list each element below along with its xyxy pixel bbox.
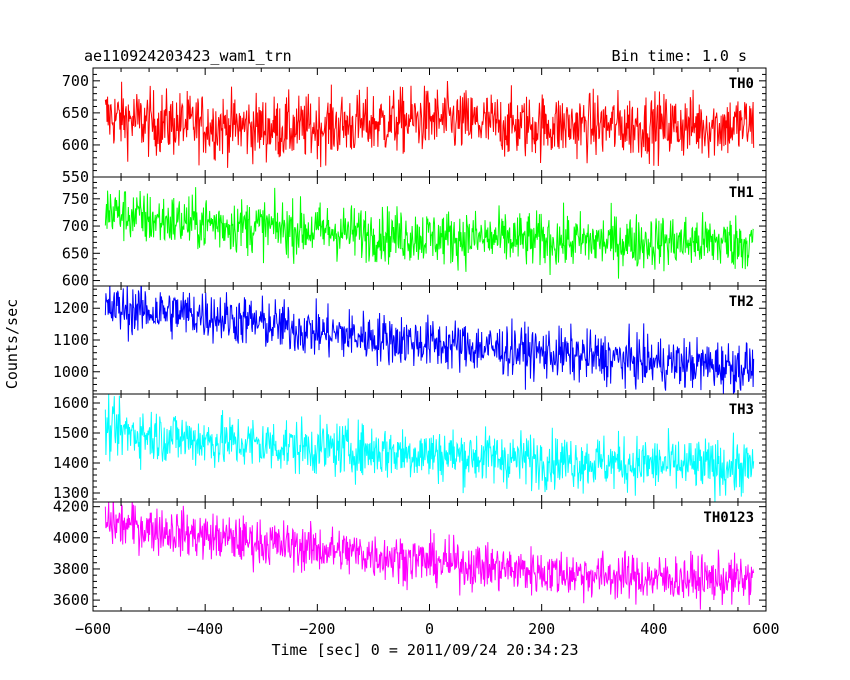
x-tick-label: −600 (75, 620, 111, 638)
y-tick-label: 600 (62, 272, 89, 290)
y-tick-label: 600 (62, 136, 89, 154)
x-tick-labels: −600 −400 −200 0 200 400 600 (75, 620, 780, 638)
y-axis-label: Counts/sec (3, 299, 21, 389)
series-label-th0: TH0 (729, 76, 754, 92)
chart-title: ae110924203423_wam1_trn (84, 47, 292, 65)
y-tick-label: 3800 (53, 560, 89, 578)
series-th0-line (104, 81, 755, 168)
panel-th1: 600 650 700 750 TH1 (62, 176, 767, 290)
y-tick-label: 650 (62, 244, 89, 262)
bin-time-label: Bin time: 1.0 s (612, 47, 747, 65)
y-tick-label: 1300 (53, 484, 89, 502)
y-tick-label: 1100 (53, 331, 89, 349)
x-axis-label: Time [sec] 0 = 2011/09/24 20:34:23 (271, 641, 578, 659)
series-label-th1: TH1 (729, 185, 754, 201)
x-tick-label: −200 (299, 620, 335, 638)
series-th0123-line (104, 502, 755, 610)
y-tick-label: 1200 (53, 299, 89, 317)
y-tick-label: 1400 (53, 454, 89, 472)
panels-group: 550 600 650 700 TH0 600 650 700 750 TH1 1000 1100 12… (53, 67, 767, 612)
x-tick-label: 400 (640, 620, 667, 638)
x-tick-label: 600 (752, 620, 779, 638)
series-label-th3: TH3 (729, 402, 754, 418)
panel-th0: 550 600 650 700 TH0 (62, 67, 767, 186)
x-tick-label: 200 (528, 620, 555, 638)
y-tick-label: 550 (62, 168, 89, 186)
y-tick-label: 700 (62, 217, 89, 235)
y-tick-label: 650 (62, 104, 89, 122)
series-th2-line (104, 286, 755, 394)
x-tick-label: 0 (425, 620, 434, 638)
x-tick-label: −400 (187, 620, 223, 638)
panel-th3: 1300 1400 1500 1600 TH3 (53, 393, 767, 503)
panel-th0123: 3600 3800 4000 4200 TH0123 (53, 498, 767, 612)
y-tick-label: 1600 (53, 394, 89, 412)
y-tick-label: 700 (62, 72, 89, 90)
series-th3-line (104, 394, 755, 502)
panel-frame (92, 176, 767, 287)
y-tick-label: 1500 (53, 424, 89, 442)
y-tick-label: 4000 (53, 529, 89, 547)
y-tick-label: 1000 (53, 363, 89, 381)
panel-th2: 1000 1100 1200 TH2 (53, 285, 767, 395)
y-tick-label: 750 (62, 190, 89, 208)
series-th1-line (104, 187, 754, 279)
y-tick-label: 3600 (53, 591, 89, 609)
series-label-th0123: TH0123 (703, 510, 754, 526)
series-label-th2: TH2 (729, 294, 754, 310)
y-tick-label: 4200 (53, 498, 89, 516)
